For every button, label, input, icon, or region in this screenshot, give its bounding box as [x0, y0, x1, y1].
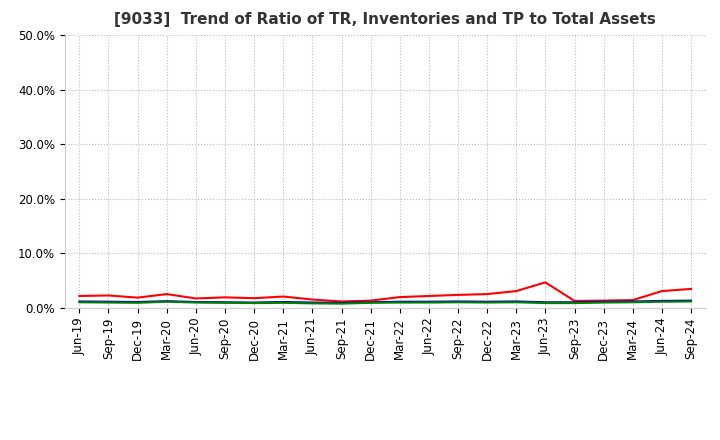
- Inventories: [657, 298, 666, 304]
- Inventories: [570, 300, 579, 305]
- Trade Payables: [163, 299, 171, 304]
- Trade Payables: [308, 301, 317, 306]
- Trade Payables: [395, 300, 404, 305]
- Inventories: [220, 300, 229, 305]
- Trade Receivables: [337, 299, 346, 304]
- Inventories: [337, 300, 346, 305]
- Trade Receivables: [483, 291, 492, 297]
- Trade Receivables: [629, 297, 637, 303]
- Trade Payables: [75, 300, 84, 305]
- Trade Receivables: [425, 293, 433, 299]
- Trade Payables: [104, 300, 113, 305]
- Trade Payables: [454, 300, 462, 305]
- Trade Receivables: [570, 298, 579, 304]
- Line: Trade Payables: Trade Payables: [79, 301, 691, 304]
- Trade Payables: [483, 300, 492, 305]
- Trade Payables: [192, 300, 200, 305]
- Trade Payables: [570, 301, 579, 306]
- Inventories: [629, 299, 637, 304]
- Trade Receivables: [250, 296, 258, 301]
- Trade Receivables: [133, 295, 142, 300]
- Inventories: [687, 298, 696, 303]
- Trade Receivables: [220, 295, 229, 300]
- Trade Receivables: [541, 280, 550, 285]
- Trade Payables: [629, 300, 637, 305]
- Inventories: [75, 299, 84, 304]
- Trade Receivables: [75, 293, 84, 299]
- Trade Payables: [220, 300, 229, 305]
- Line: Trade Receivables: Trade Receivables: [79, 282, 691, 301]
- Trade Receivables: [395, 294, 404, 300]
- Inventories: [454, 299, 462, 304]
- Inventories: [483, 299, 492, 304]
- Trade Payables: [687, 299, 696, 304]
- Trade Payables: [279, 300, 287, 305]
- Trade Payables: [425, 300, 433, 305]
- Trade Payables: [133, 300, 142, 305]
- Trade Receivables: [657, 289, 666, 294]
- Inventories: [425, 299, 433, 304]
- Trade Receivables: [512, 289, 521, 294]
- Trade Receivables: [599, 298, 608, 303]
- Trade Receivables: [163, 291, 171, 297]
- Inventories: [512, 299, 521, 304]
- Inventories: [104, 299, 113, 304]
- Trade Receivables: [308, 297, 317, 302]
- Inventories: [163, 299, 171, 304]
- Trade Receivables: [279, 294, 287, 299]
- Inventories: [250, 300, 258, 305]
- Trade Receivables: [687, 286, 696, 292]
- Trade Payables: [250, 301, 258, 306]
- Trade Payables: [657, 299, 666, 304]
- Trade Payables: [512, 300, 521, 305]
- Trade Receivables: [104, 293, 113, 298]
- Trade Payables: [366, 300, 375, 305]
- Inventories: [366, 300, 375, 305]
- Trade Receivables: [454, 292, 462, 297]
- Trade Payables: [599, 300, 608, 305]
- Inventories: [133, 299, 142, 304]
- Inventories: [308, 300, 317, 305]
- Inventories: [541, 300, 550, 305]
- Title: [9033]  Trend of Ratio of TR, Inventories and TP to Total Assets: [9033] Trend of Ratio of TR, Inventories…: [114, 12, 656, 27]
- Trade Payables: [541, 301, 550, 306]
- Inventories: [599, 299, 608, 304]
- Line: Inventories: Inventories: [79, 301, 691, 303]
- Trade Payables: [337, 301, 346, 306]
- Trade Receivables: [366, 298, 375, 303]
- Inventories: [279, 299, 287, 304]
- Inventories: [192, 299, 200, 304]
- Inventories: [395, 299, 404, 304]
- Trade Receivables: [192, 296, 200, 301]
